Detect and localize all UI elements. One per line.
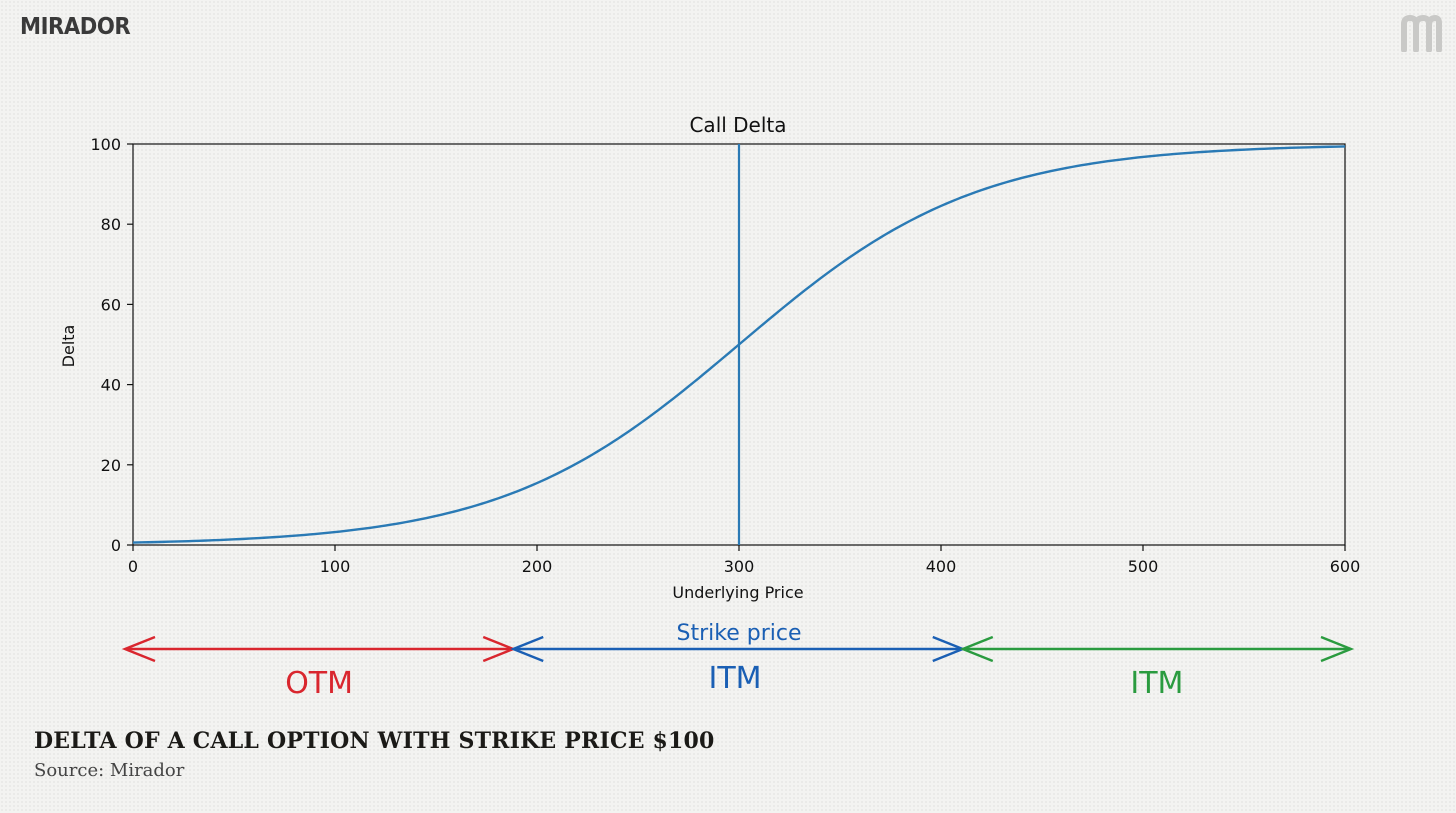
x-tick-label: 500 bbox=[1128, 557, 1159, 576]
mirador-logo-icon bbox=[1401, 15, 1442, 52]
zone-label-itm: ITM bbox=[708, 661, 761, 696]
zone-label-otm: OTM bbox=[285, 666, 353, 701]
x-tick-label: 600 bbox=[1330, 557, 1361, 576]
x-tick-label: 200 bbox=[522, 557, 553, 576]
zone-label-itm: ITM bbox=[1130, 666, 1183, 701]
y-tick-label: 100 bbox=[90, 135, 121, 154]
brand-wordmark: MIRADOR bbox=[20, 14, 131, 40]
x-tick-label: 100 bbox=[320, 557, 351, 576]
y-tick-label: 0 bbox=[111, 536, 121, 555]
zone-arrow-left-head bbox=[121, 635, 156, 663]
x-tick-label: 300 bbox=[724, 557, 755, 576]
y-axis-title: Delta bbox=[59, 325, 78, 368]
x-tick-label: 0 bbox=[128, 557, 138, 576]
y-tick-label: 60 bbox=[101, 295, 121, 314]
y-tick-label: 20 bbox=[101, 456, 121, 475]
zone-annotations: OTM ITM ITM Strike price bbox=[121, 621, 1355, 701]
caption-source: Source: Mirador bbox=[34, 760, 185, 781]
y-tick-label: 80 bbox=[101, 215, 121, 234]
zone-arrow-left-head bbox=[959, 635, 994, 663]
x-tick-label: 400 bbox=[926, 557, 957, 576]
zone-arrow-left-head bbox=[510, 635, 544, 663]
x-axis-title: Underlying Price bbox=[672, 583, 803, 602]
chart-title: Call Delta bbox=[689, 113, 786, 137]
y-tick-label: 40 bbox=[101, 376, 121, 395]
strike-price-label: Strike price bbox=[677, 621, 802, 646]
caption-title: DELTA OF A CALL OPTION WITH STRIKE PRICE… bbox=[34, 728, 715, 754]
plot-area: 0 100 200 300 400 500 600 0 20 40 60 80 100 bbox=[90, 135, 1360, 576]
zone-arrow-right-head bbox=[1320, 635, 1355, 663]
